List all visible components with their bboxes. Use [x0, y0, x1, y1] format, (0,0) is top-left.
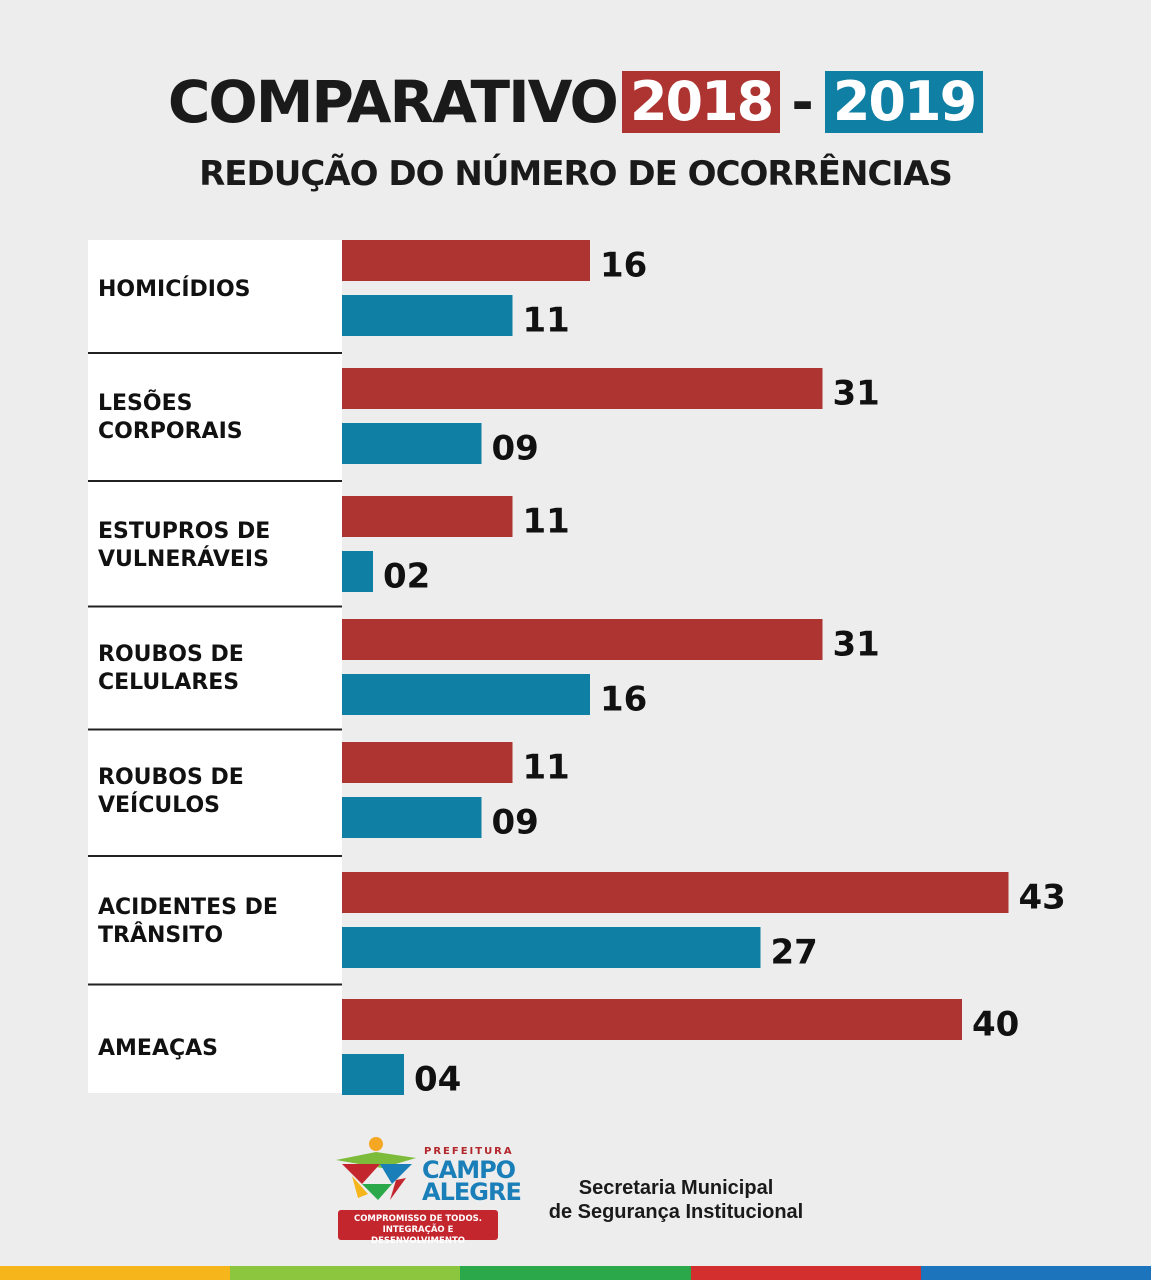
footer: PREFEITURA CAMPO ALEGRE COMPROMISSO DE T… [332, 1134, 852, 1246]
bar-2018 [342, 999, 962, 1040]
campo-alegre-emblem-icon [336, 1137, 416, 1200]
value-label-2019: 11 [523, 301, 570, 341]
strip-segment-1 [230, 1266, 461, 1280]
strip-segment-0 [0, 1266, 231, 1280]
category-label: ESTUPROS DE [98, 519, 270, 544]
bar-2018 [342, 368, 823, 409]
bar-2019 [342, 1054, 404, 1095]
bottom-color-strip [0, 1266, 1151, 1280]
page-title: COMPARATIVO 2018 - 2019 [0, 68, 1151, 136]
category-label: VEÍCULOS [98, 792, 220, 818]
logo-slogan-line-1: COMPROMISSO DE TODOS. [353, 1214, 483, 1224]
category-label: LESÕES [98, 390, 192, 416]
secretaria-line-1: Secretaria Municipal [578, 1177, 774, 1199]
logo-prefeitura-text: PREFEITURA [424, 1146, 514, 1157]
value-label-2019: 09 [492, 803, 539, 843]
bar-2019 [342, 927, 761, 968]
value-label-2019: 09 [492, 429, 539, 469]
bar-2018 [342, 240, 590, 281]
bar-2018 [342, 872, 1009, 913]
secretaria-line-2: de Segurança Institucional [548, 1201, 804, 1223]
value-label-2019: 02 [383, 557, 430, 597]
logo-slogan: COMPROMISSO DE TODOS. INTEGRAÇÃO E DESEN… [338, 1210, 498, 1246]
logo-alegre-text: ALEGRE [422, 1178, 522, 1206]
bar-2019 [342, 295, 513, 336]
title-separator: - [791, 70, 814, 134]
category-label: AMEAÇAS [98, 1036, 218, 1061]
value-label-2019: 04 [414, 1060, 461, 1100]
category-label: ROUBOS DE [98, 642, 244, 667]
bar-2019 [342, 551, 373, 592]
year-2019-badge: 2019 [824, 71, 984, 133]
category-label: VULNERÁVEIS [98, 546, 269, 572]
logo-slogan-line-2: INTEGRAÇÃO E DESENVOLVIMENTO [371, 1225, 465, 1246]
bar-2019 [342, 423, 482, 464]
value-label-2019: 27 [771, 933, 818, 973]
category-label: ROUBOS DE [98, 765, 244, 790]
category-label: ACIDENTES DE [98, 895, 278, 920]
label-panel [88, 240, 342, 1093]
bar-2018 [342, 619, 823, 660]
value-label-2018: 16 [600, 246, 647, 286]
value-label-2018: 40 [972, 1005, 1019, 1045]
bar-2018 [342, 742, 513, 783]
year-2018-badge: 2018 [621, 71, 781, 133]
category-label: TRÂNSITO [98, 922, 223, 948]
value-label-2018: 31 [833, 625, 880, 665]
prefeitura-logo: PREFEITURA CAMPO ALEGRE COMPROMISSO DE T… [332, 1134, 522, 1246]
bar-2019 [342, 797, 482, 838]
bar-2018 [342, 496, 513, 537]
value-label-2018: 43 [1019, 878, 1066, 918]
title-text: COMPARATIVO [167, 68, 619, 136]
value-label-2019: 16 [600, 680, 647, 720]
strip-segment-4 [920, 1266, 1151, 1280]
bar-chart: HOMICÍDIOS 16 11 LESÕES CORPORAIS 31 09 ESTUPRO… [88, 240, 1066, 1100]
value-label-2018: 11 [523, 502, 570, 542]
strip-segment-3 [690, 1266, 921, 1280]
category-label: CELULARES [98, 670, 239, 695]
category-label: CORPORAIS [98, 419, 243, 444]
logo-campo-text: CAMPO [422, 1156, 516, 1184]
bar-2019 [342, 674, 590, 715]
chart-subtitle: REDUÇÃO DO NÚMERO DE OCORRÊNCIAS [199, 154, 953, 194]
category-label: HOMICÍDIOS [98, 276, 251, 302]
value-label-2018: 11 [523, 748, 570, 788]
value-label-2018: 31 [833, 374, 880, 414]
secretaria-name: Secretaria Municipal de Segurança Instit… [526, 1176, 826, 1224]
strip-segment-2 [460, 1266, 691, 1280]
